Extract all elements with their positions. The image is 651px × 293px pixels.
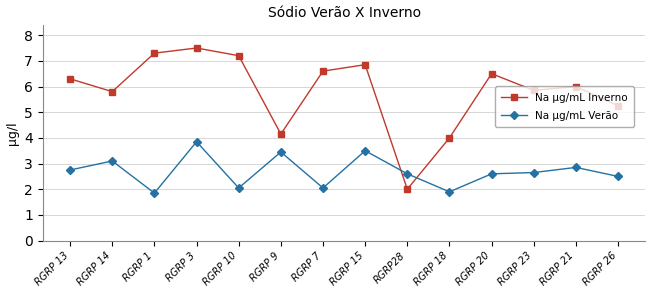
Na μg/mL Verão (108, 159, 116, 163)
Na μg/mL Inverno (319, 69, 327, 73)
Na μg/mL Verão (572, 166, 580, 169)
Na μg/mL Inverno (193, 46, 201, 50)
Line: Na μg/mL Inverno: Na μg/mL Inverno (67, 45, 621, 192)
Na μg/mL Verão (150, 191, 158, 195)
Na μg/mL Verão (445, 190, 453, 194)
Legend: Na μg/mL Inverno, Na μg/mL Verão: Na μg/mL Inverno, Na μg/mL Verão (495, 86, 634, 127)
Na μg/mL Inverno (235, 54, 243, 57)
Na μg/mL Inverno (404, 188, 411, 191)
Na μg/mL Inverno (572, 85, 580, 88)
Na μg/mL Inverno (277, 132, 284, 136)
Na μg/mL Verão (614, 175, 622, 178)
Na μg/mL Inverno (530, 88, 538, 92)
Na μg/mL Verão (530, 171, 538, 174)
Na μg/mL Verão (277, 150, 284, 154)
Na μg/mL Verão (66, 168, 74, 172)
Y-axis label: μg/l: μg/l (6, 121, 19, 144)
Na μg/mL Inverno (445, 136, 453, 140)
Na μg/mL Inverno (150, 51, 158, 55)
Title: Sódio Verão X Inverno: Sódio Verão X Inverno (268, 6, 421, 20)
Na μg/mL Verão (235, 186, 243, 190)
Na μg/mL Inverno (361, 63, 369, 67)
Na μg/mL Inverno (66, 77, 74, 81)
Na μg/mL Verão (193, 140, 201, 144)
Na μg/mL Inverno (614, 104, 622, 108)
Na μg/mL Verão (319, 186, 327, 190)
Na μg/mL Verão (361, 149, 369, 152)
Na μg/mL Verão (404, 172, 411, 176)
Line: Na μg/mL Verão: Na μg/mL Verão (67, 139, 621, 196)
Na μg/mL Inverno (488, 72, 495, 75)
Na μg/mL Verão (488, 172, 495, 176)
Na μg/mL Inverno (108, 90, 116, 93)
